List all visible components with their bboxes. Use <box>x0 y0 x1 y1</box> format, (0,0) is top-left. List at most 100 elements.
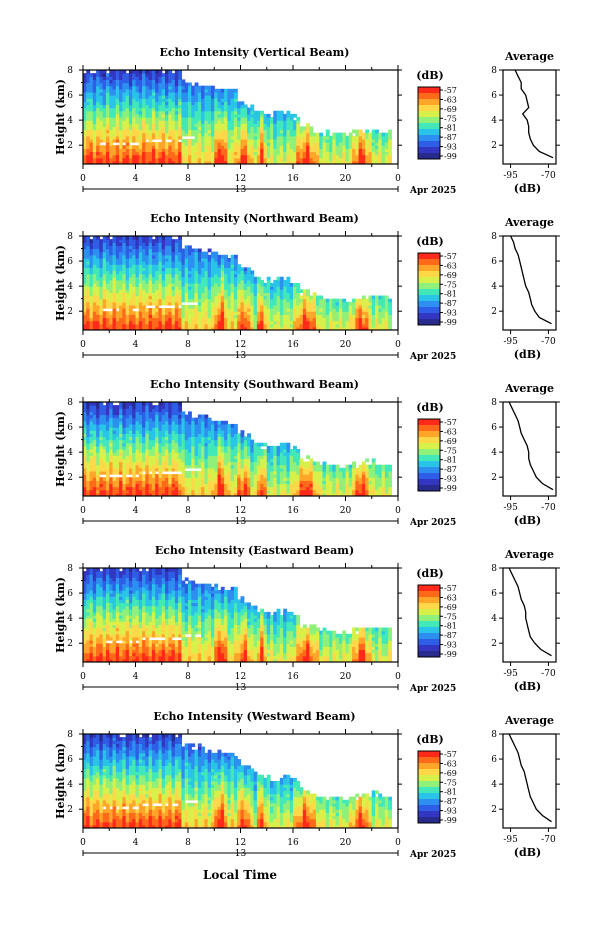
heatmap-cell <box>348 323 353 328</box>
heatmap-cell <box>96 126 101 131</box>
heatmap-cell <box>283 304 288 309</box>
heatmap-cell <box>201 264 206 268</box>
heatmap-cell <box>128 145 133 149</box>
heatmap-cell <box>342 145 347 149</box>
heatmap-cell <box>138 117 143 121</box>
heatmap-cell <box>289 311 294 315</box>
heatmap-cell <box>256 135 261 140</box>
heatmap-cell <box>112 283 117 287</box>
heatmap-cell <box>171 145 176 149</box>
heatmap-cell <box>119 483 123 488</box>
heatmap-cell <box>191 113 196 118</box>
heatmap-cell <box>148 251 153 256</box>
heatmap-cell <box>207 264 212 268</box>
heatmap-cell <box>207 301 212 306</box>
heatmap-cell <box>112 301 117 306</box>
heatmap-cell <box>368 320 373 325</box>
heatmap-cell <box>109 91 114 96</box>
heatmap-cell <box>233 110 238 115</box>
heatmap-cell <box>243 148 248 153</box>
heatmap-cell <box>217 123 222 127</box>
heatmap-cell <box>89 405 94 409</box>
heatmap-cell <box>174 301 179 306</box>
heatmap-cell <box>250 283 255 287</box>
heatmap-cell <box>92 461 97 466</box>
heatmap-cell <box>128 148 133 153</box>
heatmap-cell <box>138 76 143 80</box>
heatmap-cell <box>145 98 150 102</box>
heatmap-cell <box>119 308 123 312</box>
heatmap-cell <box>161 402 166 406</box>
heatmap-cell <box>151 132 156 137</box>
heatmap-cell <box>361 298 366 303</box>
heatmap-cell <box>109 264 114 268</box>
heatmap-cell <box>315 317 320 322</box>
heatmap-cell <box>174 154 179 159</box>
heatmap-cell <box>119 430 123 434</box>
heatmap-cell <box>128 276 133 281</box>
heatmap-cell <box>188 474 192 478</box>
heatmap-cell <box>145 442 150 447</box>
heatmap-cell <box>273 283 278 287</box>
heatmap-cell <box>125 483 130 488</box>
heatmap-cell <box>99 264 104 268</box>
heatmap-cell <box>86 273 91 278</box>
heatmap-cell <box>286 154 291 159</box>
heatmap-cell <box>155 467 160 472</box>
heatmap-cell <box>230 135 235 140</box>
heatmap-cell <box>86 239 91 243</box>
heatmap-cell <box>122 314 127 319</box>
heatmap-cell <box>155 160 160 164</box>
heatmap-cell <box>260 117 265 121</box>
heatmap-cell <box>256 129 261 134</box>
heatmap-cell <box>214 323 219 328</box>
heatmap-cell <box>109 117 114 121</box>
heatmap-cell <box>174 420 179 425</box>
heatmap-cell <box>158 474 163 478</box>
heatmap-cell <box>375 135 379 140</box>
heatmap-cell <box>276 320 281 325</box>
heatmap-cell <box>184 267 189 272</box>
heatmap-cell <box>233 304 238 309</box>
heatmap-cell <box>122 467 127 472</box>
heatmap-cell <box>204 308 209 312</box>
heatmap-cell <box>92 455 97 459</box>
heatmap-cell <box>112 436 117 441</box>
heatmap-cell <box>165 95 169 99</box>
heatmap-cell <box>102 151 107 156</box>
heatmap-cell <box>178 308 183 312</box>
heatmap-cell <box>135 289 140 293</box>
heatmap-cell <box>161 276 166 281</box>
heatmap-cell <box>194 326 199 330</box>
heatmap-cell <box>270 145 274 149</box>
heatmap-cell <box>158 455 163 459</box>
heatmap-cell <box>161 101 166 106</box>
heatmap-cell <box>96 117 101 121</box>
heatmap-cell <box>306 157 311 162</box>
heatmap-cell <box>155 414 160 419</box>
heatmap-cell <box>148 276 153 281</box>
heatmap-cell <box>102 261 107 265</box>
heatmap-cell <box>109 445 114 450</box>
heatmap-cell <box>358 132 363 137</box>
average-x-tick-label: -95 <box>503 337 518 347</box>
heatmap-cell <box>155 248 160 253</box>
heatmap-cell <box>86 304 91 309</box>
heatmap-cell <box>145 455 150 459</box>
heatmap-cell <box>309 148 314 153</box>
heatmap-cell <box>161 326 166 330</box>
heatmap-cell <box>89 474 94 478</box>
heatmap-cell <box>96 489 101 494</box>
heatmap-cell <box>158 79 163 84</box>
heatmap-cell <box>273 295 278 300</box>
heatmap-cell <box>210 317 215 322</box>
heatmap-cell <box>184 88 189 93</box>
heatmap-cell <box>119 248 123 253</box>
heatmap-cell <box>119 405 123 409</box>
heatmap-cell <box>102 85 107 90</box>
heatmap-cell <box>171 483 176 488</box>
heatmap-cell <box>201 314 206 319</box>
heatmap-cell <box>325 298 330 303</box>
heatmap-cell <box>115 117 120 121</box>
heatmap-cell <box>92 76 97 80</box>
